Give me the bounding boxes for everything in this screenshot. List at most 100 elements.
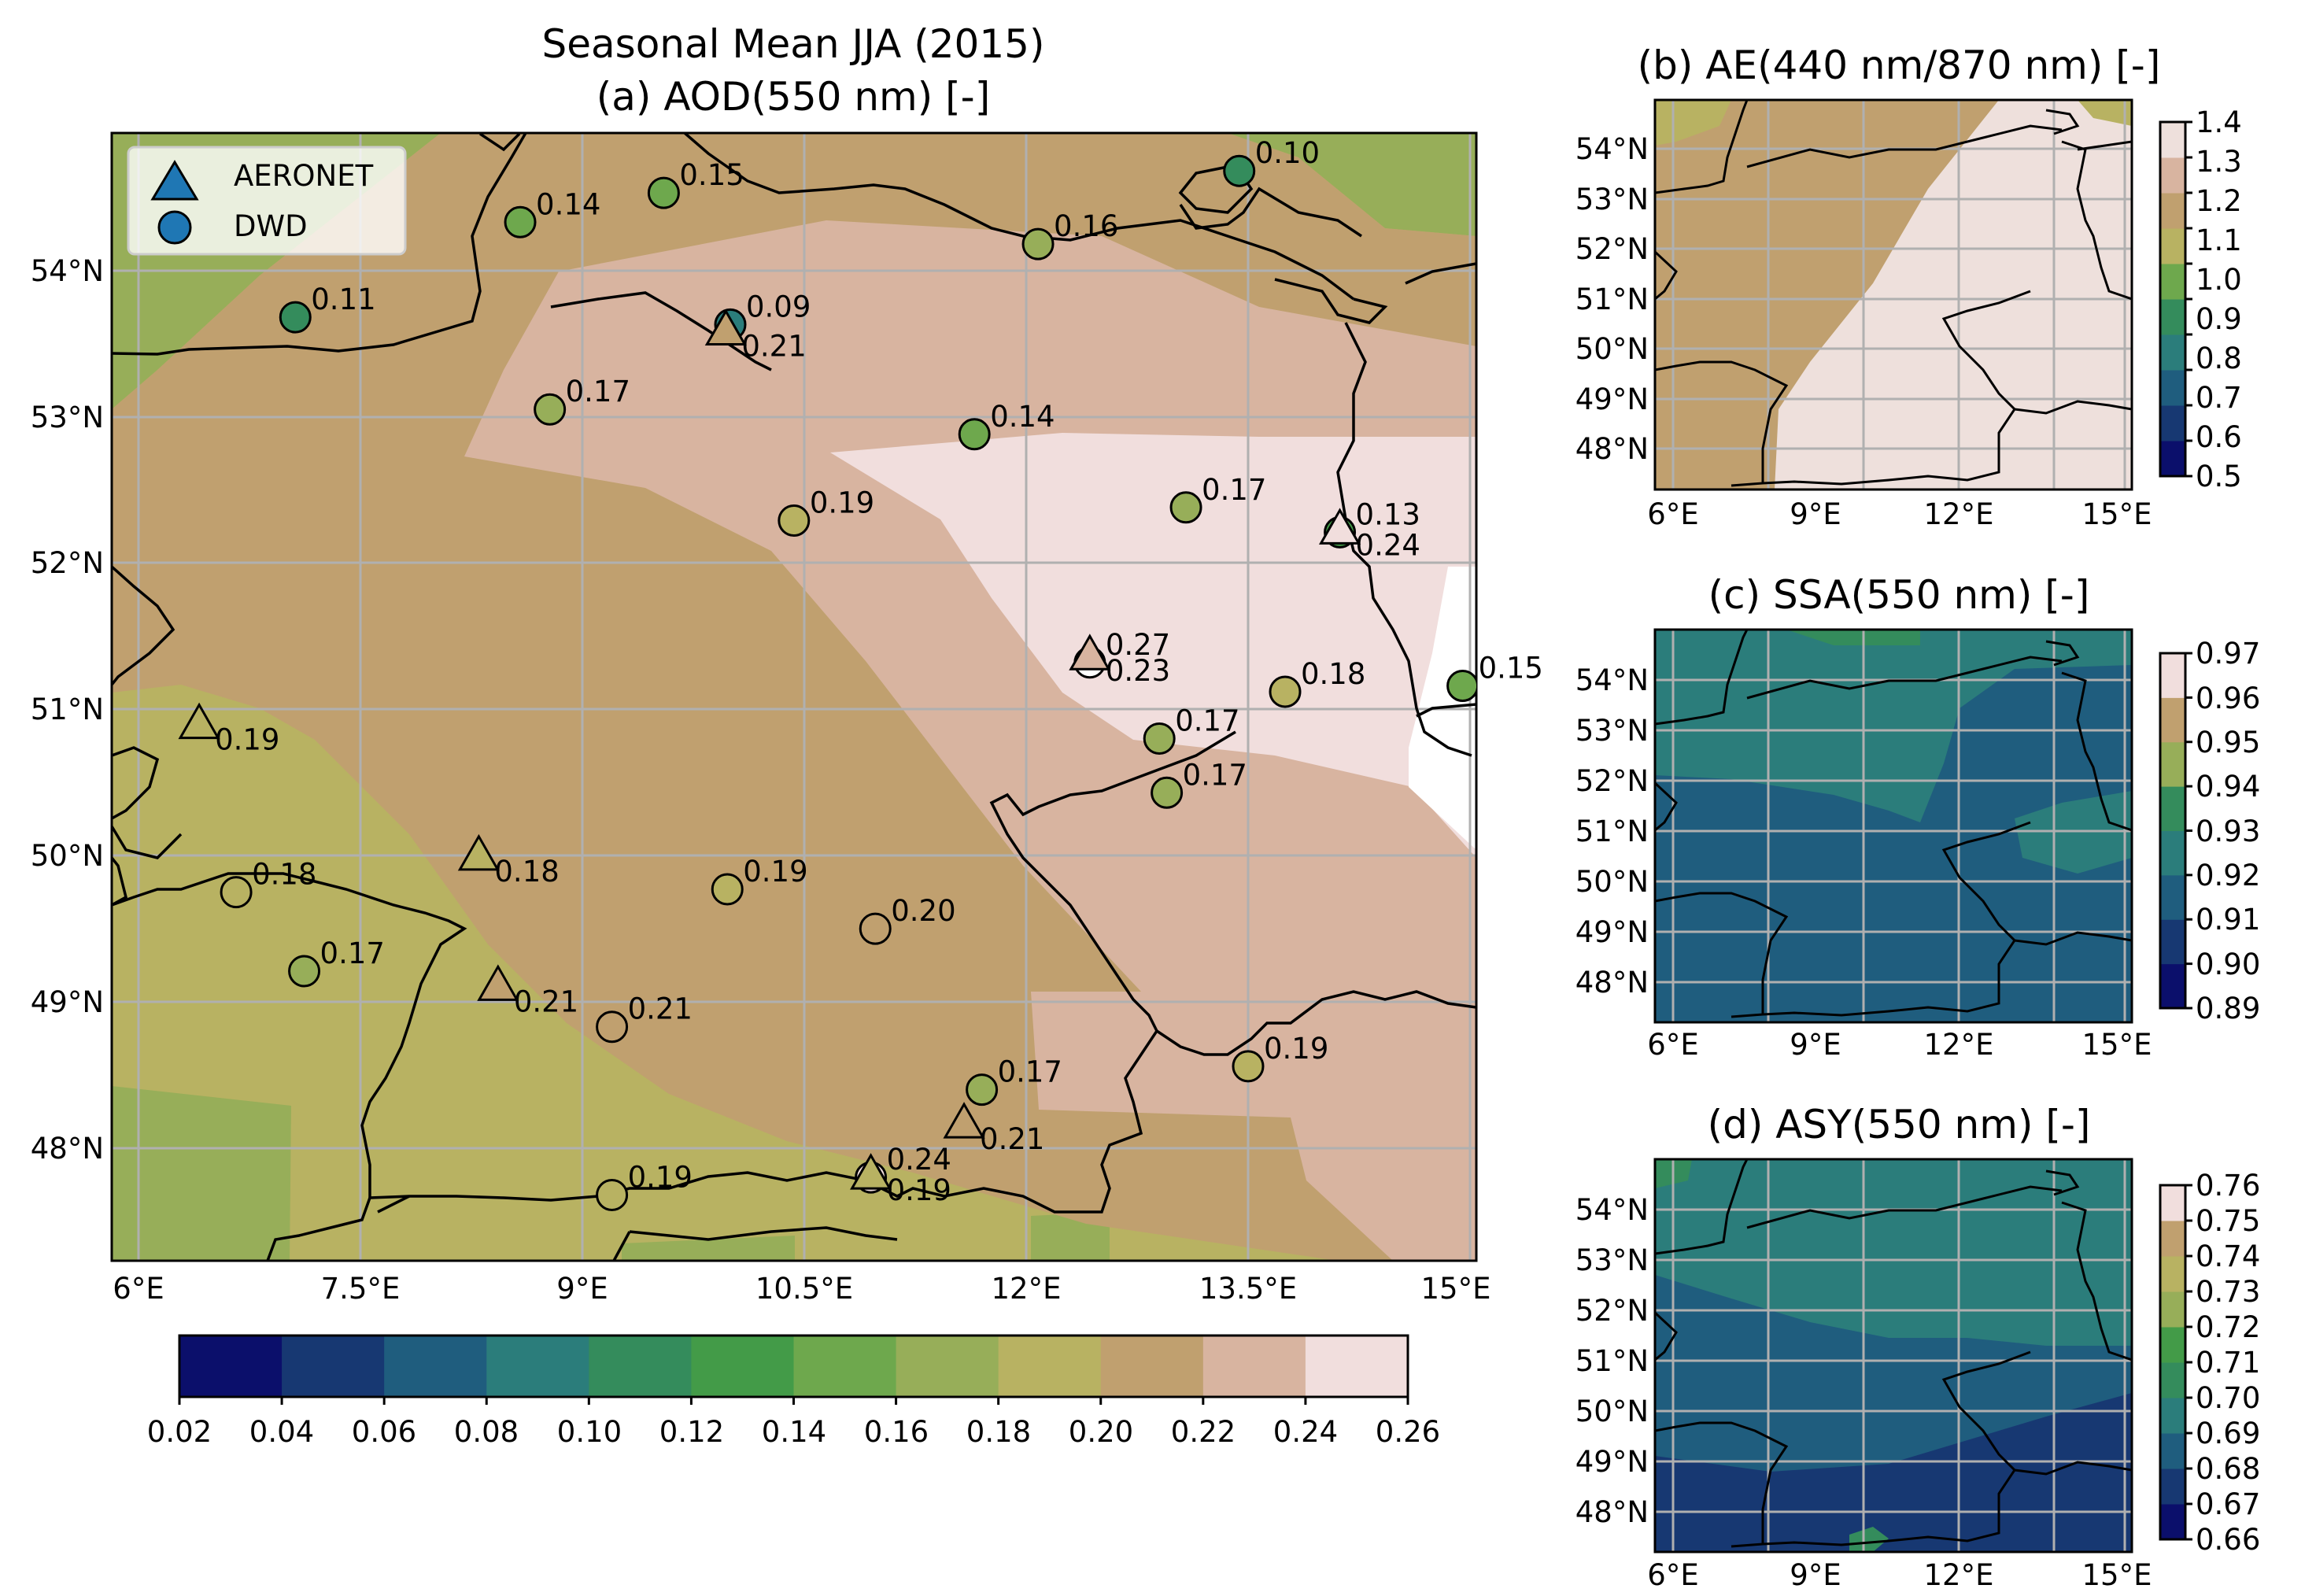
x-tick-label: 10.5°E — [755, 1272, 853, 1306]
station-value-labels: 0.11 0.14 0.15 0.10 0.16 0.09 0.21 0.17 0.14 0.19… — [215, 136, 1543, 1207]
y-tick-label: 51°N — [1575, 283, 1649, 316]
colorbar-segment — [1305, 1336, 1409, 1397]
cbar-tick-label: 1.4 — [2196, 105, 2242, 139]
dwd-station-marker — [1446, 670, 1476, 703]
y-tick-label: 51°N — [1575, 1344, 1649, 1378]
panel-d-frame — [1653, 1158, 2133, 1554]
dwd-station-marker — [958, 418, 991, 451]
colorbar-segment — [486, 1336, 589, 1397]
y-tick-label: 53°N — [1575, 1243, 1649, 1277]
dwd-station-marker — [1269, 675, 1302, 708]
cbar-tick-label: 0.04 — [249, 1415, 314, 1449]
aeronet-station-marker — [1069, 634, 1111, 671]
panel-a-map: 0.11 0.14 0.15 0.10 0.16 0.09 0.21 0.17 0.14 0.19… — [31, 131, 1543, 1449]
colorbar-segment — [282, 1336, 385, 1397]
panel-b-x-ticks: 6°E 9°E 12°E 15°E — [1647, 497, 2152, 531]
cbar-tick-label: 0.7 — [2196, 381, 2242, 415]
ae-contour-fill — [1655, 100, 2132, 490]
cbar-tick-label: 0.6 — [2196, 420, 2242, 454]
ssa-colorbar — [2159, 652, 2192, 1010]
colorbar-segment — [1202, 1336, 1306, 1397]
panel-a-y-ticks: 48°N 49°N 50°N 51°N 52°N 53°N 54°N — [31, 254, 104, 1166]
station-value-label: 0.16 — [1054, 209, 1118, 243]
colorbar-segment — [2160, 874, 2185, 920]
station-value-label: 0.14 — [536, 187, 600, 221]
cbar-tick-label: 0.10 — [557, 1415, 622, 1449]
station-value-label: 0.21 — [980, 1122, 1044, 1156]
cbar-tick-label: 1.2 — [2196, 184, 2242, 218]
y-tick-label: 49°N — [1575, 915, 1649, 949]
cbar-tick-label: 0.89 — [2196, 992, 2260, 1025]
aod-level-0.16-0.18 — [622, 1236, 795, 1261]
x-tick-label: 15°E — [1421, 1272, 1491, 1306]
dwd-station-marker — [966, 1073, 999, 1106]
colorbar-segment — [998, 1336, 1102, 1397]
cbar-tick-label: 0.66 — [2196, 1523, 2260, 1557]
colorbar-segment — [2160, 1469, 2185, 1505]
station-value-label: 0.19 — [215, 723, 279, 757]
colorbar-segment — [2160, 786, 2185, 831]
cbar-tick-label: 0.72 — [2196, 1310, 2260, 1344]
cbar-tick-label: 0.18 — [966, 1415, 1031, 1449]
y-tick-label: 49°N — [31, 985, 104, 1019]
ssa-colorbar-ticks: 0.89 0.90 0.91 0.92 0.93 0.94 0.95 0.96 … — [2196, 637, 2260, 1025]
cbar-tick-label: 0.69 — [2196, 1417, 2260, 1450]
cbar-tick-label: 0.96 — [2196, 682, 2260, 715]
station-value-label: 0.19 — [743, 855, 807, 889]
station-value-label: 0.17 — [320, 937, 385, 970]
figure-title: Seasonal Mean JJA (2015) — [542, 21, 1045, 67]
ae-borders — [1655, 100, 2132, 487]
station-value-label: 0.13 — [1356, 497, 1420, 531]
panel-b-frame — [1653, 98, 2133, 491]
cbar-tick-label: 0.20 — [1069, 1415, 1133, 1449]
dwd-station-marker — [1223, 154, 1256, 187]
station-value-label: 0.19 — [1264, 1032, 1328, 1066]
colorbar-segment — [2160, 697, 2185, 743]
dwd-station-marker — [647, 176, 680, 209]
station-value-label: 0.10 — [1255, 136, 1320, 170]
x-tick-label: 12°E — [1924, 497, 1994, 531]
station-value-label: 0.17 — [566, 375, 630, 408]
dwd-station-marker — [1021, 227, 1055, 260]
colorbar-segment — [2160, 334, 2185, 371]
station-value-label: 0.24 — [1356, 528, 1420, 562]
y-tick-label: 52°N — [1575, 1294, 1649, 1328]
colorbar-segment — [2160, 405, 2185, 441]
station-value-label: 0.15 — [679, 158, 744, 192]
colorbar-segment — [2160, 741, 2185, 787]
x-tick-label: 9°E — [1790, 497, 1841, 531]
x-tick-label: 12°E — [992, 1272, 1062, 1306]
panel-d-x-ticks: 6°E 9°E 12°E 15°E — [1647, 1558, 2152, 1592]
cbar-tick-label: 0.71 — [2196, 1346, 2260, 1380]
y-tick-label: 50°N — [1575, 332, 1649, 366]
panel-c-frame — [1653, 628, 2133, 1024]
x-tick-label: 6°E — [1647, 1558, 1698, 1592]
cbar-tick-label: 0.9 — [2196, 302, 2242, 336]
station-value-label: 0.18 — [494, 855, 559, 889]
cbar-tick-label: 0.95 — [2196, 726, 2260, 759]
cbar-tick-label: 0.08 — [454, 1415, 519, 1449]
y-tick-label: 54°N — [1575, 663, 1649, 697]
aod-coastlines-borders — [112, 133, 1476, 1261]
station-value-label: 0.21 — [514, 985, 578, 1018]
cbar-tick-label: 0.90 — [2196, 948, 2260, 981]
y-tick-label: 53°N — [31, 401, 104, 434]
cbar-tick-label: 0.70 — [2196, 1381, 2260, 1415]
x-tick-label: 13.5°E — [1199, 1272, 1297, 1306]
colorbar-segment — [2160, 370, 2185, 406]
cbar-tick-label: 0.74 — [2196, 1239, 2260, 1273]
aod-level-0.16-0.18 — [112, 1086, 291, 1261]
aod-level-0.24-0.26 — [830, 433, 1476, 858]
cbar-tick-label: 1.1 — [2196, 224, 2242, 257]
y-tick-label: 49°N — [1575, 382, 1649, 416]
station-value-label: 0.17 — [1183, 758, 1247, 792]
ssa-level-0.91-0.92 — [1655, 630, 2132, 822]
ae-colorbar-ticks: 0.5 0.6 0.7 0.8 0.9 1.0 1.1 1.2 1.3 1.4 — [2196, 105, 2242, 493]
panel-a-legend: AERONET DWD — [127, 146, 407, 256]
colorbar-segment — [2160, 157, 2185, 194]
cbar-tick-label: 0.12 — [659, 1415, 724, 1449]
y-tick-label: 54°N — [31, 254, 104, 288]
ssa-borders — [1655, 630, 2132, 1018]
dwd-station-marker — [534, 393, 567, 426]
